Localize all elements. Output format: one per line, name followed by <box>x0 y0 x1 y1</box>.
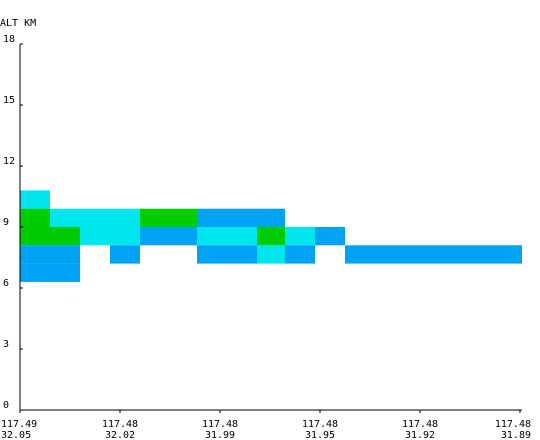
cell-green <box>257 227 285 246</box>
cell-blue <box>285 245 315 264</box>
y-tick-label: 9 <box>3 217 9 228</box>
y-axis-label: ALT KM <box>0 18 36 29</box>
x-tick-lat-label: 32.05 <box>1 430 31 440</box>
cell-blue <box>110 245 140 264</box>
x-tick-lat-label: 31.99 <box>205 430 235 440</box>
y-tick-label: 6 <box>3 278 9 289</box>
cell-blue <box>315 227 345 246</box>
cell-blue <box>20 245 80 264</box>
cell-cyan <box>285 227 315 246</box>
cell-cyan <box>257 245 285 264</box>
x-tick-lat-label: 31.89 <box>501 430 531 440</box>
x-tick-lon-label: 117.48 <box>102 419 138 430</box>
cell-green <box>20 227 80 246</box>
x-tick-lon-label: 117.48 <box>495 419 531 430</box>
cell-green <box>140 208 197 227</box>
cells-layer <box>20 190 522 282</box>
x-tick-lat-label: 31.92 <box>405 430 435 440</box>
cell-blue <box>140 227 197 246</box>
cell-cyan <box>20 190 50 209</box>
y-tick-label: 12 <box>3 156 15 167</box>
y-tick-label: 0 <box>3 400 9 411</box>
cell-blue <box>197 245 257 264</box>
cell-cyan <box>50 208 140 227</box>
x-tick-lon-label: 117.48 <box>402 419 438 430</box>
x-tick-lon-label: 117.48 <box>302 419 338 430</box>
x-tick-lat-label: 32.02 <box>105 430 135 440</box>
y-tick-label: 3 <box>3 339 9 350</box>
cell-cyan <box>197 227 257 246</box>
cell-cyan <box>80 227 140 246</box>
x-tick-lat-label: 31.95 <box>305 430 335 440</box>
x-ticks: 117.4932.05117.4832.02117.4831.99117.483… <box>1 410 531 440</box>
x-tick-lon-label: 117.49 <box>1 419 37 430</box>
cell-blue <box>345 245 522 264</box>
y-tick-label: 18 <box>3 34 15 45</box>
cell-blue <box>20 263 80 282</box>
y-tick-label: 15 <box>3 95 15 106</box>
x-tick-lon-label: 117.48 <box>202 419 238 430</box>
cell-blue <box>197 208 285 227</box>
y-ticks: 0 3 6 9 12 15 18 <box>3 34 23 411</box>
cell-green <box>20 208 50 227</box>
